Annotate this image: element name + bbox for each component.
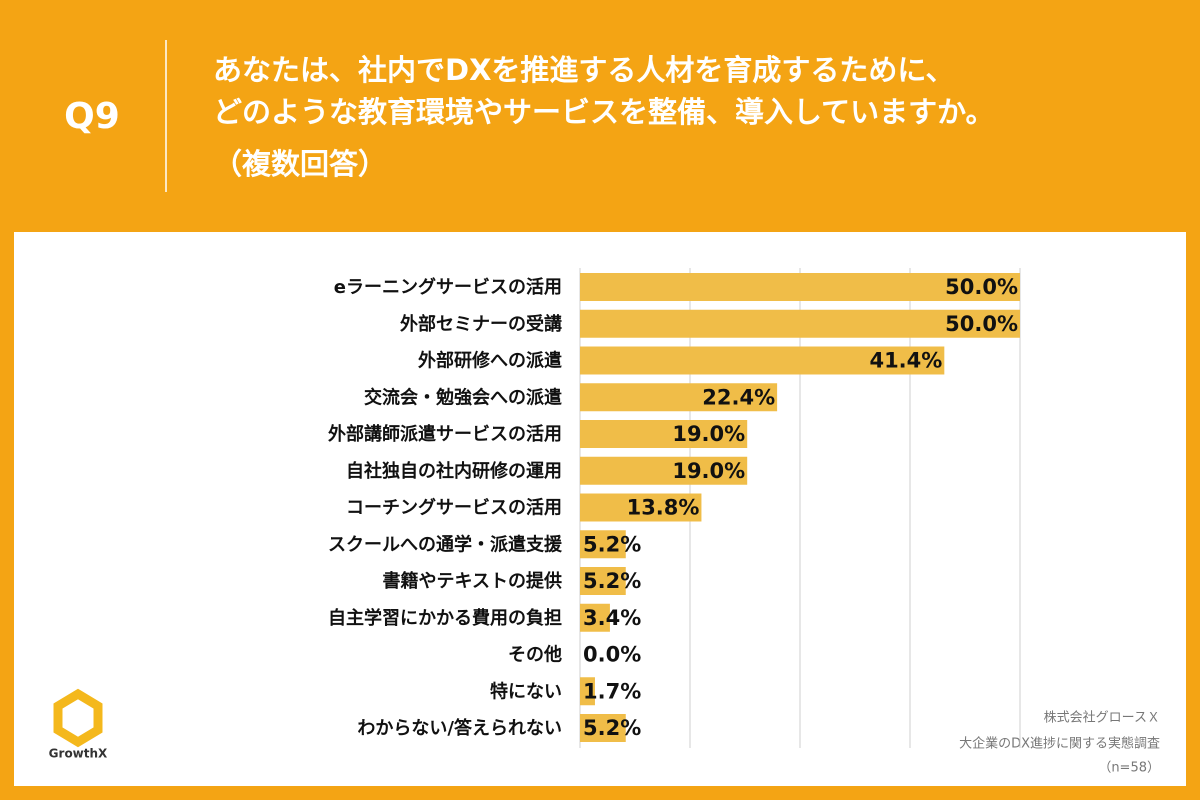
bar — [580, 677, 595, 706]
category-label: 外部セミナーの受講 — [400, 313, 562, 335]
value-label: 13.8% — [627, 496, 700, 520]
category-label: 書籍やテキストの提供 — [383, 570, 562, 592]
bar — [580, 273, 1020, 301]
bar — [580, 346, 945, 375]
value-label: 5.2% — [583, 716, 641, 740]
category-label: 交流会・勉強会への派遣 — [364, 386, 562, 408]
category-label: 特にない — [490, 680, 562, 702]
bar — [580, 530, 626, 559]
value-label: 19.0% — [672, 422, 745, 446]
source-note: 大企業のDX進捗に関する実態調査 — [959, 736, 1160, 752]
question-number: Q9 — [64, 96, 120, 137]
category-label: eラーニングサービスの活用 — [334, 276, 562, 298]
source-note: （n=58） — [1098, 761, 1160, 776]
title-line: あなたは、社内でDXを推進する人材を育成するために、 — [213, 53, 955, 87]
category-label: わからない/答えられない — [357, 717, 562, 739]
value-label: 5.2% — [583, 569, 641, 593]
bar — [580, 420, 748, 448]
bar — [580, 383, 778, 412]
bar — [580, 456, 748, 485]
value-label: 50.0% — [945, 275, 1018, 299]
value-label: 0.0% — [583, 643, 641, 667]
category-label: 自主学習にかかる費用の負担 — [328, 607, 562, 629]
title-line: （複数回答） — [213, 147, 387, 181]
value-label: 3.4% — [583, 606, 641, 630]
category-label: 外部研修への派遣 — [418, 350, 562, 372]
bar — [580, 567, 626, 595]
bar — [580, 493, 702, 522]
value-label: 1.7% — [583, 679, 641, 703]
value-label: 19.0% — [672, 459, 745, 483]
category-label: 外部講師派遣サービスの活用 — [328, 423, 562, 445]
bar — [580, 603, 610, 632]
logo-mark — [53, 688, 103, 748]
bar — [580, 714, 626, 742]
value-label: 5.2% — [583, 532, 641, 556]
category-label: コーチングサービスの活用 — [346, 497, 562, 519]
source-note: 株式会社グロースＸ — [1044, 710, 1160, 726]
category-label: その他 — [508, 644, 562, 666]
title-line: どのような教育環境やサービスを整備、導入していますか。 — [213, 95, 995, 129]
bar — [580, 309, 1020, 338]
value-label: 41.4% — [869, 349, 942, 373]
category-label: スクールへの通学・派遣支援 — [328, 533, 563, 555]
category-label: 自社独自の社内研修の運用 — [346, 460, 562, 482]
logo-text: GrowthX — [49, 747, 108, 761]
value-label: 50.0% — [945, 312, 1018, 336]
value-label: 22.4% — [702, 385, 775, 409]
